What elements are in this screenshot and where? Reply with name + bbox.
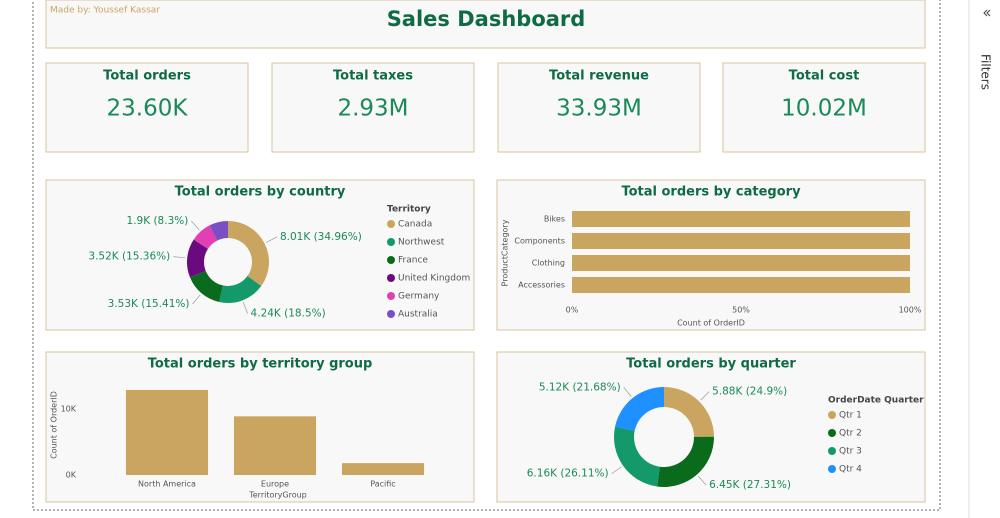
legend-label: France bbox=[398, 256, 428, 266]
chart-title: Total orders by country bbox=[175, 185, 346, 200]
donut-slice bbox=[189, 271, 223, 303]
data-label: 4.24K (18.5%) bbox=[251, 307, 326, 319]
legend-swatch bbox=[828, 411, 836, 419]
donut-slice bbox=[219, 276, 262, 303]
legend-title: OrderDate Quarter bbox=[828, 396, 924, 406]
card bbox=[722, 62, 926, 153]
legend-swatch bbox=[828, 447, 836, 455]
x-axis-title: Count of OrderID bbox=[677, 319, 745, 328]
card-label: Total orders bbox=[103, 69, 191, 84]
x-tick-label: Europe bbox=[261, 480, 289, 489]
data-label: 1.9K (8.3%) bbox=[127, 215, 189, 227]
data-label: 8.01K (34.96%) bbox=[280, 231, 362, 243]
x-tick-label: Pacific bbox=[370, 480, 395, 489]
chart-title: Total orders by quarter bbox=[626, 357, 796, 372]
card-label: Total taxes bbox=[333, 69, 413, 84]
collapse-icon[interactable] bbox=[983, 9, 988, 17]
x-tick-label: 0% bbox=[566, 306, 579, 315]
x-tick-label: 50% bbox=[732, 306, 750, 315]
y-axis-title: Count of OrderID bbox=[50, 391, 59, 459]
donut-slice bbox=[664, 387, 714, 437]
bar bbox=[341, 463, 425, 475]
bar bbox=[572, 255, 910, 271]
data-label: 3.53K (15.41%) bbox=[108, 298, 190, 310]
header-box bbox=[45, 0, 926, 49]
legend-label: Germany bbox=[398, 292, 440, 302]
chart-title: Total orders by category bbox=[621, 185, 801, 200]
bar bbox=[233, 416, 317, 475]
donut-slice bbox=[209, 221, 228, 241]
card bbox=[45, 62, 249, 153]
label-leader bbox=[697, 475, 707, 486]
credit: Made by: Youssef Kassar bbox=[50, 6, 160, 16]
label-leader bbox=[173, 256, 186, 259]
y-tick-label: 0K bbox=[66, 471, 77, 480]
legend-swatch bbox=[387, 310, 395, 318]
legend-label: Qtr 3 bbox=[839, 447, 862, 457]
legend-label: Australia bbox=[398, 310, 438, 320]
legend-swatch bbox=[387, 256, 395, 264]
donut-slice bbox=[613, 426, 660, 487]
filters-label[interactable]: Filters bbox=[979, 54, 993, 90]
label-leader bbox=[191, 220, 200, 231]
chart-title: Total orders by territory group bbox=[148, 357, 373, 372]
card bbox=[271, 62, 475, 153]
legend-swatch bbox=[828, 429, 836, 437]
data-label: 3.52K (15.36%) bbox=[88, 251, 170, 263]
y-tick-label: Bikes bbox=[544, 215, 565, 224]
canvas-border bbox=[32, 0, 941, 511]
legend-label: Qtr 4 bbox=[839, 465, 862, 475]
legend-swatch bbox=[387, 292, 395, 300]
data-label: 5.12K (21.68%) bbox=[539, 381, 621, 393]
label-leader bbox=[266, 236, 278, 243]
data-label: 6.45K (27.31%) bbox=[709, 479, 791, 491]
data-label: 5.88K (24.9%) bbox=[712, 386, 787, 398]
card-value: 10.02M bbox=[781, 96, 867, 122]
label-leader bbox=[700, 391, 710, 401]
collapse-icon-b bbox=[986, 9, 991, 17]
label-leader bbox=[242, 302, 248, 314]
legend-swatch bbox=[828, 465, 836, 473]
y-tick-label: Accessories bbox=[518, 281, 565, 290]
bar bbox=[572, 233, 910, 249]
label-leader bbox=[623, 387, 632, 397]
card-value: 33.93M bbox=[556, 96, 642, 122]
label-leader bbox=[611, 466, 622, 475]
legend-swatch bbox=[387, 274, 395, 282]
card-value: 23.60K bbox=[107, 96, 189, 122]
card bbox=[497, 62, 701, 153]
card-label: Total revenue bbox=[549, 69, 649, 84]
label-leader bbox=[192, 294, 201, 305]
legend-label: Qtr 2 bbox=[839, 429, 862, 439]
legend-label: Qtr 1 bbox=[839, 411, 862, 421]
x-tick-label: North America bbox=[138, 480, 196, 489]
y-tick-label: 10K bbox=[61, 405, 77, 414]
donut-slice bbox=[187, 239, 208, 278]
legend-label: United Kingdom bbox=[398, 274, 470, 284]
bar bbox=[125, 389, 209, 475]
y-axis-title: ProductCategory bbox=[501, 219, 510, 286]
legend-label: Canada bbox=[398, 220, 432, 230]
legend-swatch bbox=[387, 220, 395, 228]
y-tick-label: Clothing bbox=[532, 259, 565, 268]
donut-slice bbox=[228, 221, 270, 287]
donut-slice bbox=[193, 225, 218, 249]
dashboard-title: Sales Dashboard bbox=[387, 7, 586, 31]
card-label: Total cost bbox=[789, 69, 860, 84]
bar bbox=[572, 211, 910, 227]
donut-slice bbox=[615, 387, 664, 431]
legend-title: Territory bbox=[387, 205, 431, 215]
legend-swatch bbox=[387, 238, 395, 246]
y-tick-label: Components bbox=[514, 237, 565, 246]
x-axis-title: TerritoryGroup bbox=[248, 491, 307, 500]
donut-slice bbox=[657, 436, 714, 487]
bar bbox=[572, 277, 910, 293]
legend-label: Northwest bbox=[398, 238, 445, 248]
data-label: 6.16K (26.11%) bbox=[527, 468, 609, 480]
card-value: 2.93M bbox=[337, 96, 408, 122]
x-tick-label: 100% bbox=[899, 306, 922, 315]
